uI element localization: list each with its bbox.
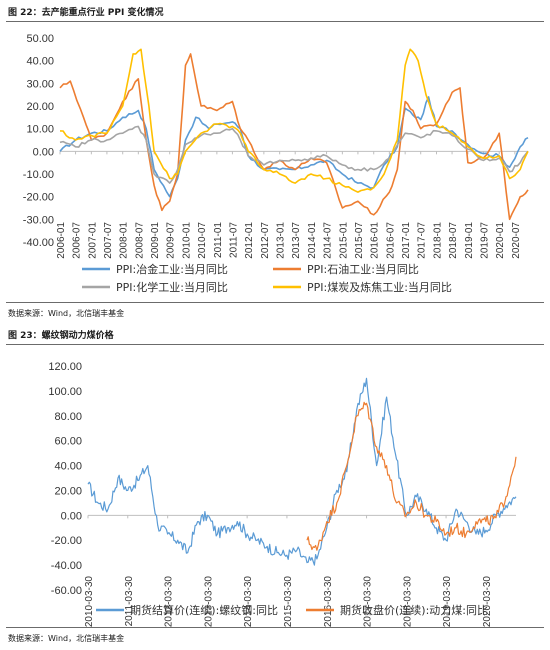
x-tick-label: 2015-03-30: [283, 576, 294, 628]
x-tick-label: 2019-03-30: [442, 576, 453, 628]
x-tick-label: 2013-03-30: [203, 576, 214, 628]
series-line: [87, 377, 517, 566]
y-tick-label: 50.00: [26, 33, 54, 45]
figure-23-bottom-rule: [6, 627, 544, 628]
ppi-line-chart: 50.00 40.00 30.00 20.00 10.00 0.00 -10.00 -20.0…: [23, 33, 529, 294]
y-tick-label: 40.00: [54, 461, 82, 473]
y-tick-label: -60.00: [51, 585, 82, 597]
x-tick-label: 2012-01: [244, 222, 255, 259]
x-tick-label: 2007-01: [87, 222, 98, 259]
legend-label: 期货结算价(连续):螺纹钢:同比: [130, 603, 278, 617]
x-tick-label: 2020-01: [495, 222, 506, 259]
legend-label: 期货收盘价(连续):动力煤:同比: [340, 603, 488, 617]
x-tick-label: 2013-07: [291, 222, 302, 259]
x-tick-label: 2011-01: [213, 222, 224, 258]
x-tick-label: 2008-07: [134, 222, 145, 259]
x-tick-label: 2016-07: [385, 222, 396, 259]
x-tick-label: 2011-03-30: [124, 576, 135, 627]
figure-23-top-rule: [6, 344, 544, 345]
figure-22-source: 数据来源：Wind，北信瑞丰基金: [8, 309, 125, 318]
x-tick-label: 2007-07: [103, 222, 114, 259]
figure-22-bottom-rule: [6, 302, 544, 303]
x-tick-label: 2015-01: [338, 222, 349, 259]
series-line: [59, 53, 529, 221]
x-tick-label: 2017-01: [401, 222, 412, 259]
y-tick-label: -10.00: [23, 169, 54, 181]
y-tick-label: -20.00: [51, 535, 82, 547]
y-tick-label: 120.00: [48, 361, 82, 373]
y-tick-label: -40.00: [51, 560, 82, 572]
x-tick-label: 2014-07: [323, 222, 334, 259]
x-tick-label: 2011-07: [228, 222, 239, 258]
x-tick-label: 2013-01: [276, 222, 287, 259]
y-tick-label: -40.00: [23, 237, 54, 249]
y-tick-label: 60.00: [54, 436, 82, 448]
x-tick-label: 2012-03-30: [164, 576, 175, 628]
y-tick-label: 40.00: [26, 56, 54, 68]
x-tick-label: 2010-03-30: [84, 576, 95, 628]
y-tick-label: -20.00: [23, 192, 54, 204]
y-tick-label: 20.00: [26, 101, 54, 113]
y-tick-label: 0.00: [33, 146, 54, 158]
x-tick-label: 2018-01: [433, 222, 444, 259]
y-tick-label: 0.00: [61, 510, 82, 522]
figure-22-title: 图 22：去产能重点行业 PPI 变化情况: [8, 8, 164, 18]
x-tick-label: 2019-01: [464, 222, 475, 259]
rebar-coal-line-chart: 120.00 100.00 80.00 60.00 40.00 20.00 0.00 -20.…: [48, 361, 517, 628]
x-tick-label: 2014-01: [307, 222, 318, 259]
x-tick-label: 2012-07: [260, 222, 271, 259]
x-tick-label: 2020-07: [511, 222, 522, 259]
x-tick-label: 2009-07: [166, 222, 177, 259]
x-tick-label: 2017-07: [417, 222, 428, 259]
series-line: [306, 401, 517, 551]
series-line: [59, 48, 529, 193]
series-line: [59, 96, 529, 198]
x-tick-label: 2017-03-30: [363, 576, 374, 628]
x-tick-label: 2014-03-30: [243, 576, 254, 628]
legend-label: PPI:煤炭及炼焦工业:当月同比: [307, 280, 452, 294]
legend-label: PPI:冶金工业:当月同比: [116, 262, 228, 276]
x-tick-label: 2018-07: [448, 222, 459, 259]
series-line: [59, 125, 529, 184]
legend-label: PPI:化学工业:当月同比: [116, 280, 228, 294]
x-tick-label: 2006-07: [72, 222, 83, 259]
x-tick-label: 2020-03-30: [482, 576, 493, 628]
figure-23-title: 图 23：螺纹钢动力煤价格: [8, 331, 114, 341]
x-tick-label: 2015-07: [354, 222, 365, 259]
x-tick-label: 2010-07: [197, 222, 208, 259]
x-tick-label: 2016-03-30: [323, 576, 334, 628]
y-tick-label: 10.00: [26, 124, 54, 136]
y-tick-label: 20.00: [54, 485, 82, 497]
y-tick-label: 30.00: [26, 78, 54, 90]
legend-label: PPI:石油工业:当月同比: [307, 262, 419, 276]
y-tick-label: 100.00: [48, 386, 82, 398]
y-tick-label: 80.00: [54, 411, 82, 423]
x-tick-label: 2019-07: [479, 222, 490, 259]
x-tick-label: 2009-01: [150, 222, 161, 259]
figure-22-top-rule: [6, 21, 544, 22]
figure-23-source: 数据来源：Wind，北信瑞丰基金: [8, 634, 125, 643]
x-tick-label: 2008-01: [119, 222, 130, 259]
x-tick-label: 2010-01: [182, 222, 193, 259]
x-tick-label: 2016-01: [370, 222, 381, 259]
x-tick-label: 2018-03-30: [402, 576, 413, 628]
x-tick-label: 2006-01: [56, 222, 67, 259]
y-tick-label: -30.00: [23, 214, 54, 226]
